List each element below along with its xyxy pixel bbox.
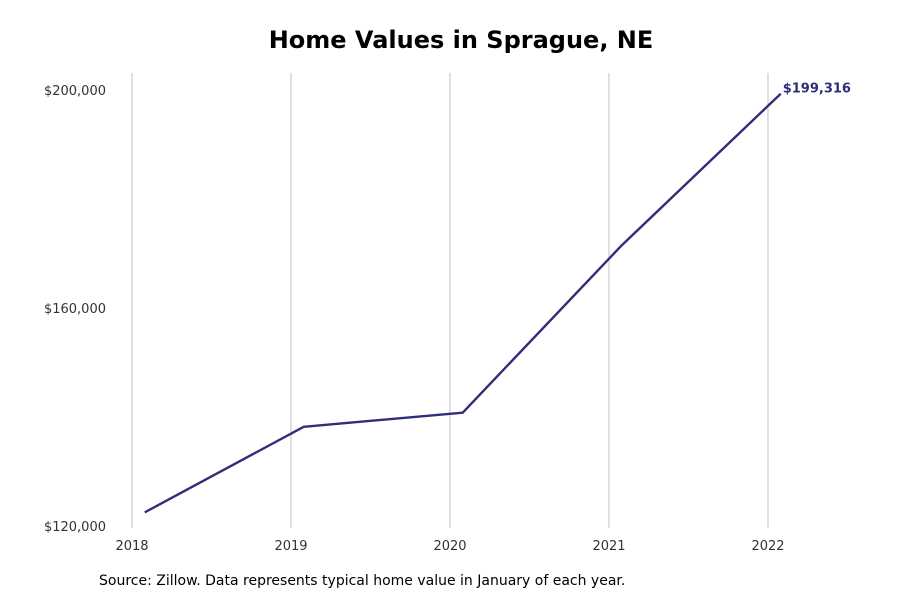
- chart-title: Home Values in Sprague, NE: [268, 26, 654, 54]
- x-tick-label-2022: 2022: [751, 539, 784, 554]
- y-tick-label: $160,000: [44, 302, 106, 317]
- end-value-label: $199,316: [783, 82, 851, 97]
- x-tick-label-2019: 2019: [274, 539, 307, 554]
- y-tick-label: $120,000: [44, 520, 106, 535]
- series-line-0: [144, 92, 782, 514]
- x-axis-ticks: 2018 2019 2020 2021 2022: [115, 539, 784, 554]
- data-label-layer: $199,316: [783, 82, 851, 97]
- series-layer: [144, 92, 782, 514]
- x-tick-label-2020: 2020: [433, 539, 466, 554]
- x-tick-label-2018: 2018: [115, 539, 148, 554]
- y-axis-ticks: $120,000 $160,000 $200,000: [44, 84, 106, 535]
- source-note: Source: Zillow. Data represents typical …: [99, 573, 626, 589]
- x-tick-label-2021: 2021: [592, 539, 625, 554]
- grid-layer: [131, 73, 769, 528]
- y-tick-label: $200,000: [44, 84, 106, 99]
